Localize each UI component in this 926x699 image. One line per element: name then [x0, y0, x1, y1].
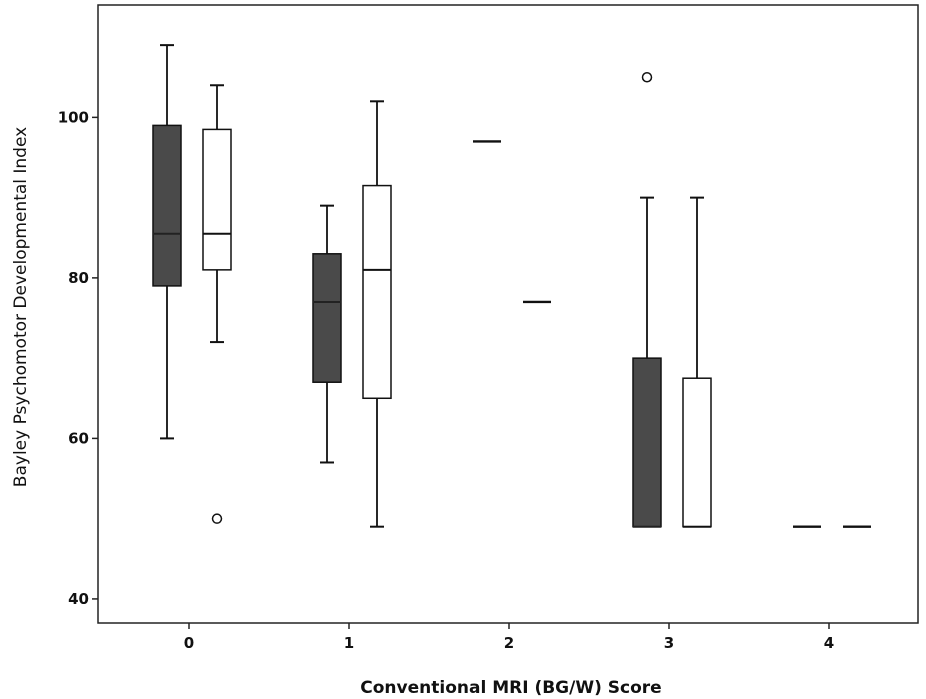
outlier-point-0 — [641, 71, 653, 83]
box-0-cat-3 — [632, 71, 662, 528]
x-axis-title: Conventional MRI (BG/W) Score — [360, 678, 661, 698]
outlier-point-0 — [211, 513, 223, 524]
x-tick-label-1: 1 — [344, 634, 354, 652]
box-1-cat-1 — [362, 100, 392, 528]
y-tick-label-100: 100 — [58, 108, 89, 126]
x-tick-label-0: 0 — [184, 634, 194, 652]
plot-frame — [97, 4, 919, 624]
iqr-box — [202, 128, 232, 271]
box-0-cat-0 — [152, 44, 182, 440]
y-axis-title: Bayley Psychomotor Developmental Index — [11, 127, 31, 487]
iqr-box — [632, 357, 662, 528]
x-tick-label-4: 4 — [824, 634, 834, 652]
box-0-cat-1 — [312, 204, 342, 464]
iqr-box — [682, 377, 712, 528]
x-axis: 0 1 2 3 4 — [184, 623, 834, 652]
y-tick-label-40: 40 — [68, 590, 89, 608]
box-1-cat-3 — [682, 196, 712, 528]
x-tick-label-3: 3 — [664, 634, 674, 652]
iqr-box — [152, 124, 182, 287]
iqr-box — [312, 253, 342, 383]
y-axis: 40 60 80 100 — [58, 108, 98, 608]
box-series — [152, 44, 871, 528]
box-1-cat-0 — [202, 84, 232, 524]
iqr-box — [362, 184, 392, 400]
y-tick-label-80: 80 — [68, 269, 89, 287]
x-tick-label-2: 2 — [504, 634, 514, 652]
y-tick-label-60: 60 — [68, 429, 89, 447]
